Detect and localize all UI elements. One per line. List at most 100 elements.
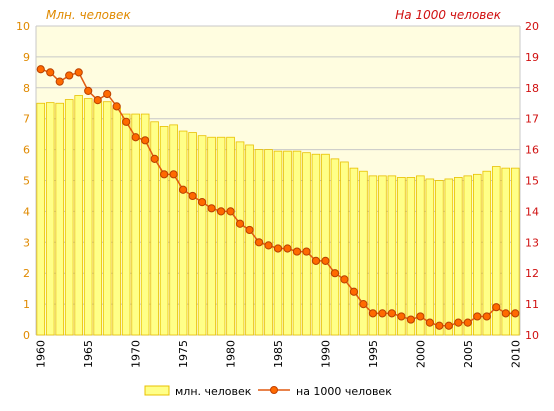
- right-tick-label: 16: [525, 144, 539, 157]
- line-point: [131, 133, 140, 142]
- bar: [83, 98, 93, 336]
- line-point: [463, 318, 472, 327]
- line-point: [179, 185, 188, 194]
- bar: [235, 141, 245, 336]
- bar: [510, 167, 520, 336]
- line-point: [122, 117, 131, 126]
- line-point: [444, 321, 453, 330]
- bar: [321, 153, 330, 336]
- line-point: [264, 241, 273, 250]
- line-point: [368, 309, 377, 318]
- line-point: [93, 96, 102, 105]
- line-point: [188, 191, 197, 201]
- bar: [387, 175, 397, 336]
- bar: [245, 144, 254, 336]
- left-tick-label: 5: [23, 175, 30, 188]
- right-axis-ticks: 10 11 12 13 14 15 16 17 18 19 20: [525, 20, 539, 342]
- line-point: [103, 89, 112, 99]
- line-point: [511, 309, 520, 318]
- right-tick-label: 14: [525, 205, 539, 218]
- line-point: [141, 136, 150, 145]
- bar: [340, 161, 349, 336]
- line-point: [169, 170, 178, 179]
- line-point: [46, 68, 55, 77]
- line-point: [302, 247, 311, 256]
- legend: млн. человек на 1000 человек: [144, 385, 392, 398]
- x-tick-label: 1980: [225, 340, 238, 368]
- bar: [472, 173, 482, 336]
- left-tick-label: 10: [16, 20, 30, 33]
- bar: [482, 170, 492, 336]
- x-tick-label: 1975: [177, 340, 190, 368]
- line-point: [84, 86, 93, 95]
- right-tick-label: 18: [525, 82, 539, 95]
- line-point: [160, 170, 169, 179]
- bar: [368, 175, 378, 336]
- right-tick-label: 13: [525, 236, 539, 249]
- bar: [197, 135, 207, 336]
- bar: [112, 107, 121, 336]
- line-point: [273, 244, 283, 253]
- bar: [501, 167, 511, 336]
- line-point: [454, 318, 463, 327]
- line-point: [74, 68, 83, 77]
- x-tick-label: 1985: [272, 340, 285, 368]
- right-tick-label: 17: [525, 113, 539, 126]
- line-point: [207, 204, 216, 213]
- bar: [207, 136, 216, 336]
- line-series: [36, 65, 520, 330]
- bar: [444, 178, 454, 336]
- line-point: [112, 102, 121, 111]
- line-point: [340, 275, 349, 284]
- line-point: [65, 71, 74, 80]
- line-point: [349, 287, 359, 296]
- line-point: [226, 207, 235, 216]
- bar: [93, 101, 102, 336]
- bar: [188, 132, 197, 336]
- left-axis-ticks: 0 1 2 3 4 5 6 7 8 9 10: [16, 20, 30, 342]
- bar: [359, 170, 368, 336]
- bar: [169, 124, 178, 336]
- line-point: [197, 198, 207, 207]
- line-point: [425, 318, 434, 327]
- line-point: [387, 309, 396, 318]
- line-point: [321, 256, 330, 265]
- bar: [378, 175, 387, 336]
- right-tick-label: 11: [525, 298, 539, 311]
- x-tick-label: 2000: [414, 340, 427, 368]
- x-tick-label: 2005: [462, 340, 475, 368]
- line-point: [216, 207, 226, 216]
- bar: [74, 95, 83, 336]
- bar: [159, 126, 169, 336]
- legend-line-marker: [270, 386, 278, 394]
- bar: [45, 102, 55, 336]
- bar: [330, 158, 340, 336]
- line-point: [435, 321, 444, 330]
- left-tick-label: 1: [23, 298, 30, 311]
- x-tick-label: 1960: [35, 340, 48, 368]
- bar: [150, 121, 159, 336]
- right-tick-label: 19: [525, 51, 539, 64]
- line-point: [330, 269, 340, 278]
- bar: [178, 130, 188, 336]
- left-tick-label: 3: [23, 236, 30, 249]
- legend-line-label: на 1000 человек: [296, 385, 392, 398]
- left-tick-label: 9: [23, 51, 30, 64]
- bar: [140, 113, 150, 336]
- line-point: [235, 219, 245, 228]
- line-point: [397, 312, 406, 321]
- left-tick-label: 7: [23, 113, 30, 126]
- line-point: [292, 247, 302, 256]
- bar: [64, 99, 74, 336]
- right-tick-label: 10: [525, 329, 539, 342]
- line-point: [311, 256, 321, 265]
- bar: [435, 180, 444, 336]
- bar: [102, 101, 112, 336]
- left-tick-label: 8: [23, 82, 30, 95]
- bar: [55, 102, 65, 336]
- bar: [283, 150, 292, 336]
- bar: [454, 177, 463, 336]
- line-point: [473, 312, 482, 321]
- bar: [273, 150, 283, 336]
- line-point: [378, 309, 387, 318]
